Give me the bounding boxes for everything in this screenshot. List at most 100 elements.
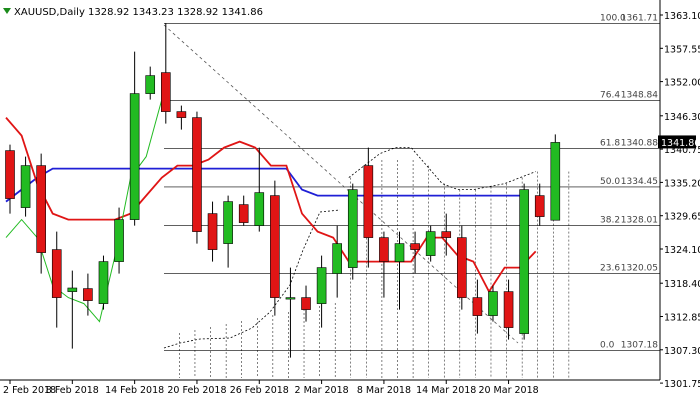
time-tick-label: 26 Feb 2018 <box>230 385 289 396</box>
candle-body-bear <box>36 165 46 253</box>
candles[interactable] <box>5 23 561 358</box>
fib-level-label: 50.0 <box>600 177 620 187</box>
candle[interactable] <box>161 23 171 124</box>
price-tick-label: 1301.75 <box>664 379 700 390</box>
candle[interactable] <box>316 255 327 328</box>
candle[interactable] <box>270 180 280 316</box>
time-tick-label: 20 Feb 2018 <box>167 385 226 396</box>
candle[interactable] <box>129 51 140 226</box>
candle[interactable] <box>98 255 109 310</box>
candle[interactable] <box>472 279 483 334</box>
price-tick-label: 1346.30 <box>664 112 700 123</box>
candle[interactable] <box>20 156 31 217</box>
fib-level-label: 0.0 <box>600 341 615 351</box>
price-tick-label: 1324.10 <box>664 245 700 256</box>
candle-body-bear <box>192 117 202 232</box>
price-tick-label: 1357.55 <box>664 44 700 55</box>
chart-header: XAUUSD,Daily 1328.92 1343.23 1328.92 134… <box>3 7 263 18</box>
candle[interactable] <box>347 183 358 280</box>
candle[interactable] <box>254 147 265 232</box>
candle-body-bear <box>301 297 311 310</box>
candle-body-bear <box>457 237 467 298</box>
candle-body-bear <box>363 165 374 238</box>
candle-body-bear <box>472 297 483 316</box>
candle-body-bull <box>519 189 529 334</box>
candle-body-bear <box>5 150 15 199</box>
candle[interactable] <box>51 231 62 328</box>
candle[interactable] <box>176 105 187 130</box>
candle[interactable] <box>67 270 78 349</box>
candle-body-bull <box>20 165 31 208</box>
candle-body-bear <box>238 204 249 223</box>
candle-body-bear <box>503 291 514 328</box>
candle[interactable] <box>488 285 498 322</box>
candle[interactable] <box>503 279 514 340</box>
candle[interactable] <box>394 231 405 310</box>
candle-body-bull <box>145 75 156 94</box>
candle[interactable] <box>5 144 15 214</box>
candle-body-bull <box>488 291 498 316</box>
candle[interactable] <box>223 195 233 268</box>
candle[interactable] <box>83 273 93 316</box>
candle-body-bull <box>316 267 327 304</box>
candle-body-bull <box>254 192 265 226</box>
triangle-down-icon <box>3 8 11 14</box>
price-tick-label: 1340.75 <box>664 145 700 156</box>
candle-body-bear <box>410 243 420 250</box>
current-price-label: 1341.86 <box>661 138 700 149</box>
price-tick-label: 1312.85 <box>664 313 700 324</box>
candle[interactable] <box>410 231 420 274</box>
candle[interactable] <box>114 207 124 274</box>
price-tick-label: 1307.30 <box>664 346 700 357</box>
candle[interactable] <box>441 213 452 256</box>
candle-body-bear <box>379 237 389 262</box>
candle[interactable] <box>285 267 296 358</box>
candle-body-bear <box>83 288 93 301</box>
time-tick-label: 2 Feb 2018 <box>3 385 56 396</box>
candle-body-bull <box>114 219 124 262</box>
time-tick-label: 8 Mar 2018 <box>357 385 411 396</box>
candle[interactable] <box>207 201 218 262</box>
candle[interactable] <box>379 231 389 298</box>
fib-level-value: 1320.05 <box>621 263 658 273</box>
ma-red-line <box>5 117 537 294</box>
candle[interactable] <box>363 147 374 268</box>
candle-body-bear <box>207 213 218 250</box>
price-tick-label: 1329.65 <box>664 212 700 223</box>
fib-level-label: 61.8 <box>600 138 620 148</box>
candle-body-bear <box>161 72 171 112</box>
price-axis: 1363.10 1357.55 1352.00 1346.30 1340.75 1335.… <box>658 0 700 390</box>
candle[interactable] <box>332 225 342 298</box>
fib-level-label: 23.6 <box>600 263 620 273</box>
candle-body-bear <box>534 195 545 217</box>
candle[interactable] <box>145 66 156 100</box>
candle-body-bear <box>270 195 280 298</box>
candle[interactable] <box>534 183 545 226</box>
fib-level-label: 38.2 <box>600 216 620 226</box>
candle-body-bull <box>332 243 342 274</box>
fib-level-value: 1340.88 <box>621 138 658 148</box>
candle[interactable] <box>238 195 249 226</box>
fib-level-label: 76.4 <box>600 91 620 101</box>
candle[interactable] <box>550 134 561 221</box>
candle-body-bear <box>51 249 62 298</box>
fib-level-value: 1348.84 <box>621 91 658 101</box>
candle-body-bull <box>129 93 140 220</box>
candle[interactable] <box>519 183 529 340</box>
candle[interactable] <box>36 153 46 274</box>
time-tick-label: 2 Mar 2018 <box>295 385 349 396</box>
price-tick-label: 1363.10 <box>664 11 700 22</box>
candle[interactable] <box>425 225 436 262</box>
current-price-box <box>658 135 696 149</box>
candle[interactable] <box>301 285 311 322</box>
candle-body-bull <box>550 142 561 221</box>
candle[interactable] <box>192 111 202 244</box>
candle[interactable] <box>457 225 467 310</box>
price-tick-label: 1335.20 <box>664 178 700 189</box>
price-tick-label: 1352.00 <box>664 78 700 89</box>
candle-body-bull <box>425 231 436 256</box>
time-tick-label: 14 Feb 2018 <box>105 385 164 396</box>
